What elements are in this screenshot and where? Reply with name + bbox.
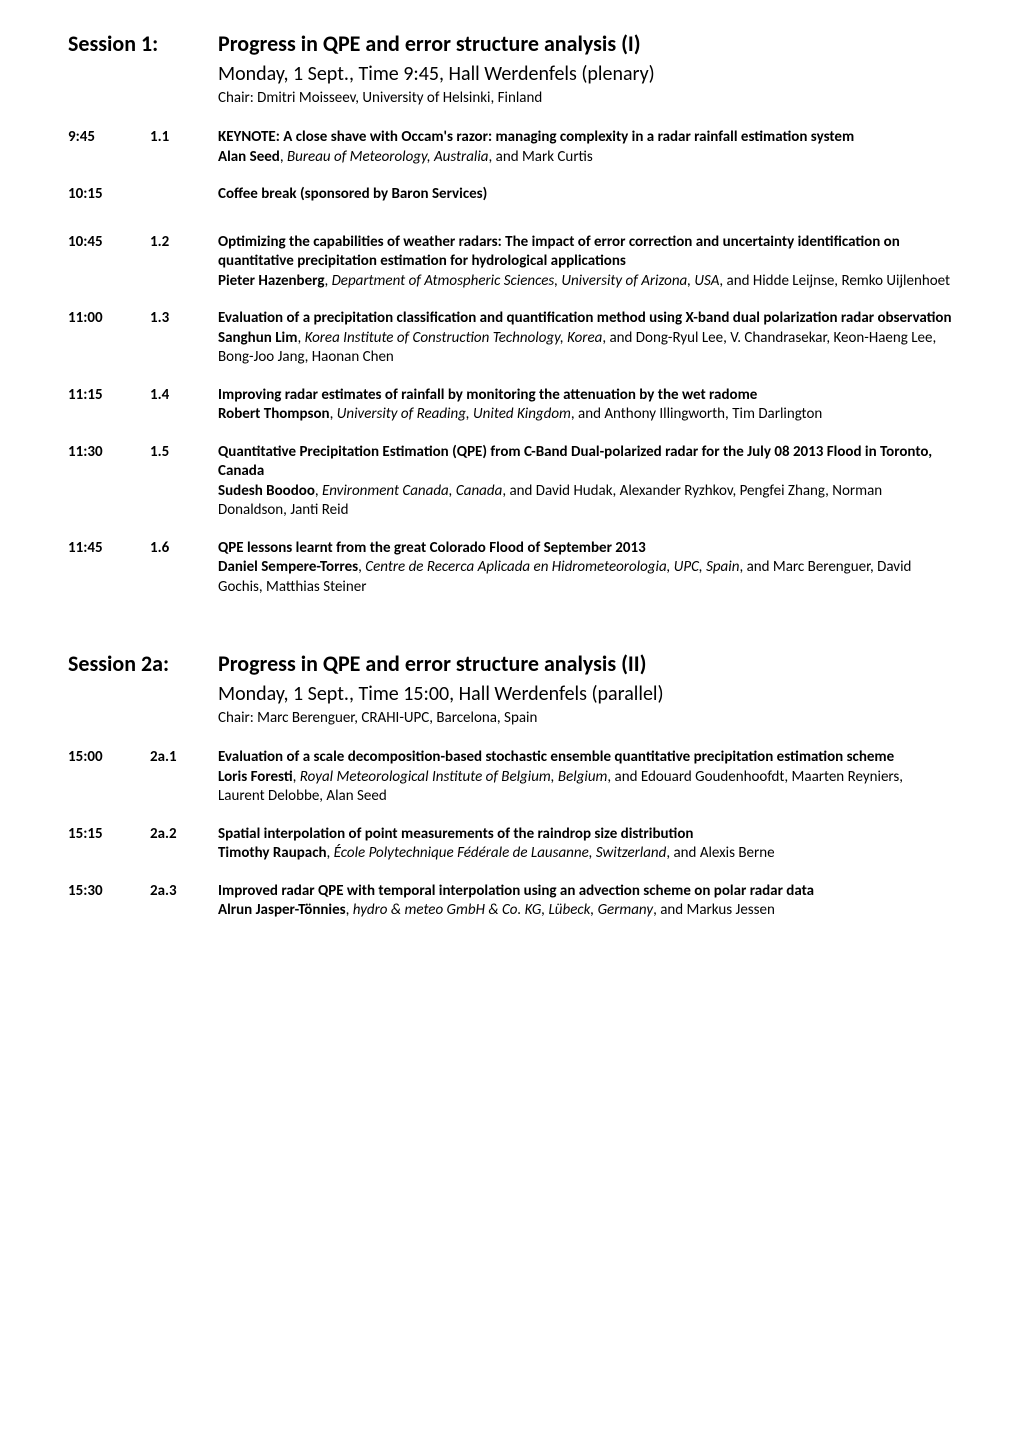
entry-content: Improved radar QPE with temporal interpo… (218, 882, 952, 921)
entry-title: Spatial interpolation of point measureme… (218, 825, 693, 843)
lead-author: Alrun Jasper-Tönnies (218, 901, 346, 919)
entry-time: 10:45 (68, 233, 150, 292)
affiliation: Department of Atmospheric Sciences, Univ… (332, 272, 720, 290)
entry-time: 11:45 (68, 539, 150, 598)
entry-id: 1.2 (150, 233, 218, 292)
program-row: 11:451.6QPE lessons learnt from the grea… (68, 539, 952, 598)
program-row: 9:451.1KEYNOTE: A close shave with Occam… (68, 128, 952, 167)
session-header: Session 2a:Progress in QPE and error str… (68, 650, 952, 728)
entry-content: Coffee break (sponsored by Baron Service… (218, 185, 952, 205)
separator: , (346, 901, 353, 919)
separator: , (293, 768, 300, 786)
program-row: 10:451.2Optimizing the capabilities of w… (68, 233, 952, 292)
affiliation: University of Reading, United Kingdom (337, 405, 571, 423)
program-row: 11:301.5Quantitative Precipitation Estim… (68, 443, 952, 521)
separator: , (315, 482, 322, 500)
entry-content: Improving radar estimates of rainfall by… (218, 386, 952, 425)
affiliation: Royal Meteorological Institute of Belgiu… (300, 768, 608, 786)
entry-id: 1.1 (150, 128, 218, 167)
entry-content: Evaluation of a scale decomposition-base… (218, 748, 952, 807)
lead-author: Loris Foresti (218, 768, 293, 786)
session-gap (68, 615, 952, 650)
entry-time: 15:15 (68, 825, 150, 864)
lead-author: Alan Seed (218, 148, 280, 166)
entry-id: 2a.3 (150, 882, 218, 921)
lead-author: Robert Thompson (218, 405, 330, 423)
entry-title: QPE lessons learnt from the great Colora… (218, 539, 646, 557)
program-row: 15:302a.3Improved radar QPE with tempora… (68, 882, 952, 921)
session-chair: Chair: Dmitri Moisseev, University of He… (218, 89, 952, 109)
program-row: 15:152a.2Spatial interpolation of point … (68, 825, 952, 864)
program-row: 11:151.4Improving radar estimates of rai… (68, 386, 952, 425)
entry-time: 11:30 (68, 443, 150, 521)
coauthors: , and Hidde Leijnse, Remko Uijlenhoet (719, 272, 950, 290)
separator: , (327, 844, 334, 862)
lead-author: Daniel Sempere-Torres (218, 558, 358, 576)
lead-author: Sanghun Lim (218, 329, 297, 347)
entry-title: Evaluation of a precipitation classifica… (218, 309, 952, 327)
separator: , (297, 329, 304, 347)
entry-title: Quantitative Precipitation Estimation (Q… (218, 443, 932, 481)
entry-id (150, 185, 218, 205)
entry-id: 1.3 (150, 309, 218, 368)
entry-time: 11:00 (68, 309, 150, 368)
entry-content: KEYNOTE: A close shave with Occam's razo… (218, 128, 952, 167)
session-subtitle: Monday, 1 Sept., Time 15:00, Hall Werden… (218, 681, 952, 707)
coauthors: , and Alexis Berne (666, 844, 774, 862)
affiliation: hydro & meteo GmbH & Co. KG, Lübeck, Ger… (353, 901, 653, 919)
affiliation: École Polytechnique Fédérale de Lausanne… (334, 844, 667, 862)
entry-id: 1.6 (150, 539, 218, 598)
lead-author: Pieter Hazenberg (218, 272, 324, 290)
separator: , (280, 148, 287, 166)
program-row: 15:002a.1Evaluation of a scale decomposi… (68, 748, 952, 807)
entry-title: Improving radar estimates of rainfall by… (218, 386, 757, 404)
program-row: 10:15 Coffee break (sponsored by Baron Se… (68, 185, 952, 205)
entry-time: 10:15 (68, 185, 150, 205)
coauthors: , and Anthony Illingworth, Tim Darlingto… (571, 405, 822, 423)
affiliation: Korea Institute of Construction Technolo… (305, 329, 603, 347)
entry-time: 9:45 (68, 128, 150, 167)
entry-id: 2a.1 (150, 748, 218, 807)
lead-author: Timothy Raupach (218, 844, 327, 862)
entry-title: Evaluation of a scale decomposition-base… (218, 748, 894, 766)
session-info: Progress in QPE and error structure anal… (218, 650, 952, 728)
entry-content: Optimizing the capabilities of weather r… (218, 233, 952, 292)
affiliation: Centre de Recerca Aplicada en Hidrometeo… (365, 558, 739, 576)
affiliation: Environment Canada, Canada (322, 482, 502, 500)
coauthors: , and Mark Curtis (489, 148, 593, 166)
entry-content: Quantitative Precipitation Estimation (Q… (218, 443, 952, 521)
session-subtitle: Monday, 1 Sept., Time 9:45, Hall Werdenf… (218, 61, 952, 87)
session-label: Session 2a: (68, 650, 218, 728)
entry-content: Evaluation of a precipitation classifica… (218, 309, 952, 368)
entry-title: Improved radar QPE with temporal interpo… (218, 882, 814, 900)
separator: , (324, 272, 331, 290)
entry-title: Optimizing the capabilities of weather r… (218, 233, 900, 271)
entry-content: Spatial interpolation of point measureme… (218, 825, 952, 864)
entry-content: QPE lessons learnt from the great Colora… (218, 539, 952, 598)
entry-id: 1.4 (150, 386, 218, 425)
entry-id: 2a.2 (150, 825, 218, 864)
affiliation: Bureau of Meteorology, Australia (287, 148, 489, 166)
lead-author: Sudesh Boodoo (218, 482, 315, 500)
separator: , (330, 405, 337, 423)
session-header: Session 1:Progress in QPE and error stru… (68, 30, 952, 108)
entry-title: Coffee break (sponsored by Baron Service… (218, 185, 487, 203)
session-title: Progress in QPE and error structure anal… (218, 650, 952, 679)
session-chair: Chair: Marc Berenguer, CRAHI-UPC, Barcel… (218, 709, 952, 729)
entry-time: 15:30 (68, 882, 150, 921)
entry-time: 15:00 (68, 748, 150, 807)
session-info: Progress in QPE and error structure anal… (218, 30, 952, 108)
session-label: Session 1: (68, 30, 218, 108)
program-row: 11:001.3Evaluation of a precipitation cl… (68, 309, 952, 368)
session-title: Progress in QPE and error structure anal… (218, 30, 952, 59)
coauthors: , and Markus Jessen (653, 901, 775, 919)
program-document: Session 1:Progress in QPE and error stru… (68, 30, 952, 921)
entry-id: 1.5 (150, 443, 218, 521)
entry-time: 11:15 (68, 386, 150, 425)
entry-title: KEYNOTE: A close shave with Occam's razo… (218, 128, 854, 146)
